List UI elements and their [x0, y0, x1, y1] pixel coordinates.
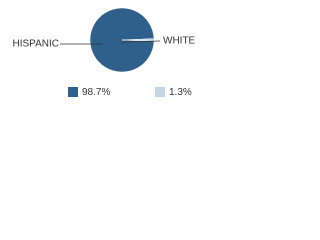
legend-label: 1.3%	[169, 87, 192, 98]
chart: HISPANIC WHITE 98.7% 1.3%	[13, 7, 196, 98]
legend-label: 98.7%	[82, 87, 110, 98]
leader-line	[121, 40, 161, 43]
pie-slice	[89, 7, 155, 73]
legend-swatch	[155, 87, 165, 97]
slice-label: HISPANIC	[13, 39, 60, 50]
legend-swatch	[68, 87, 78, 97]
slice-label: WHITE	[163, 36, 196, 47]
